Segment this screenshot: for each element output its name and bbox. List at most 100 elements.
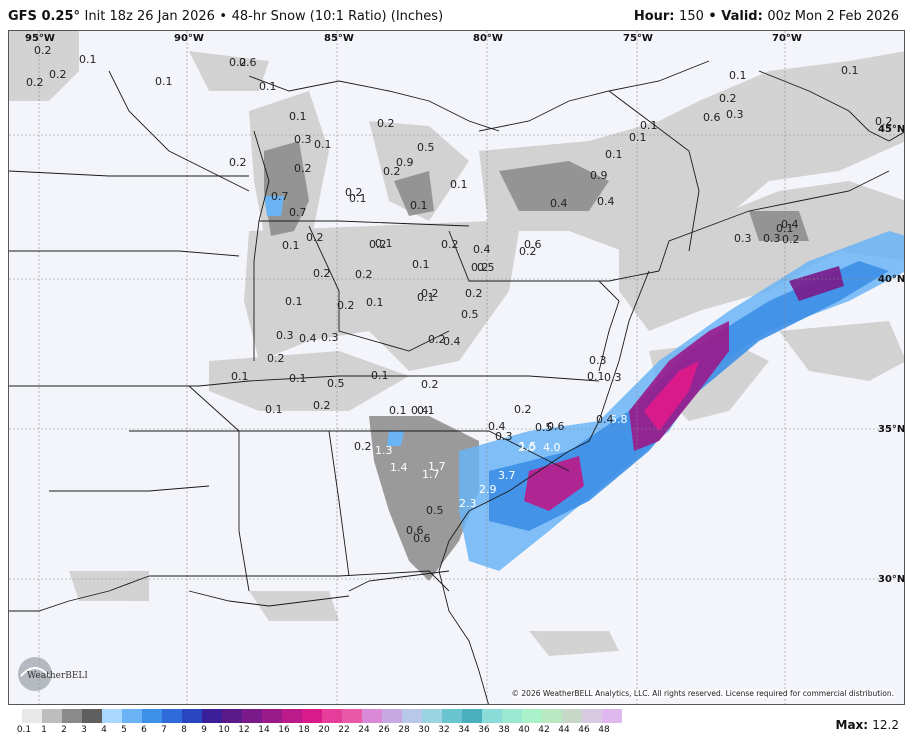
title-separator: • (219, 9, 228, 24)
snowfall-value-label: 0.9 (396, 156, 414, 169)
legend-swatch (102, 709, 122, 723)
map-canvas: 95°W 90°W 85°W 80°W 75°W 70°W 45°N 40°N … (9, 31, 905, 704)
snowfall-value-label: 0.6 (239, 56, 257, 69)
legend-swatch (342, 709, 362, 723)
max-value-box: Max: 12.2 (836, 718, 899, 732)
snowfall-value-label: 0.1 (79, 53, 97, 66)
legend-tick-label: 4 (101, 725, 107, 735)
snowfall-value-label: 1.4 (390, 461, 408, 474)
snowfall-value-label: 0.3 (726, 108, 744, 121)
legend-tick-label: 16 (278, 725, 290, 735)
max-label: Max: (835, 718, 869, 732)
snowfall-value-label: 0.2 (267, 352, 285, 365)
snowfall-value-label: 0.6 (406, 524, 424, 537)
legend-tick-label: 40 (518, 725, 530, 735)
snowfall-value-label: 0.7 (271, 190, 289, 203)
snowfall-value-label: 0.4 (443, 335, 461, 348)
snowfall-value-label: 0.6 (703, 111, 721, 124)
snowfall-value-label: 1.7 (428, 460, 446, 473)
legend-swatch (22, 709, 42, 723)
hour-label: Hour: (633, 9, 675, 24)
copyright-notice: © 2026 WeatherBELL Analytics, LLC. All r… (511, 689, 894, 698)
lat-label-40n: 40°N (878, 274, 905, 285)
snowfall-value-label: 0.1 (259, 80, 277, 93)
snowfall-value-label: 0.2 (355, 268, 373, 281)
legend-tick-label: 46 (578, 725, 590, 735)
snowfall-value-label: 0.7 (289, 206, 307, 219)
legend-swatch (242, 709, 262, 723)
snowfall-value-label: 0.5 (327, 377, 345, 390)
snowfall-value-label: 0.3 (604, 371, 622, 384)
snowfall-value-label: 0.5 (477, 261, 495, 274)
legend-swatch (522, 709, 542, 723)
legend-tick-label: 24 (358, 725, 370, 735)
legend-tick-label: 28 (398, 725, 410, 735)
snowfall-value-label: 0.6 (524, 238, 542, 251)
legend-swatch (262, 709, 282, 723)
snowfall-value-label: 0.1 (231, 370, 249, 383)
legend-swatch (282, 709, 302, 723)
snowfall-value-label: 0.1 (389, 404, 407, 417)
snowfall-value-label: 0.1 (282, 239, 300, 252)
snowfall-value-label: 0.2 (34, 44, 52, 57)
snowfall-value-label: 0.2 (875, 115, 893, 128)
legend-tick-label: 0.1 (16, 725, 32, 735)
snowfall-value-label: 0.2 (514, 403, 532, 416)
snowfall-value-label: 0.4 (597, 195, 615, 208)
legend-swatch (122, 709, 142, 723)
legend-tick-label: 14 (258, 725, 270, 735)
legend-swatch (462, 709, 482, 723)
legend-swatch (362, 709, 382, 723)
snow-shading-magenta (524, 266, 844, 511)
snowfall-value-label: 0.2 (719, 92, 737, 105)
legend-swatch (382, 709, 402, 723)
snowfall-value-label: 1.7 (422, 468, 440, 481)
snowfall-value-label: 0.1 (629, 131, 647, 144)
snowfall-value-label: 0.1 (289, 110, 307, 123)
legend-tick-label: 10 (218, 725, 230, 735)
legend-swatch (442, 709, 462, 723)
snowfall-value-label: 0.1 (776, 222, 794, 235)
init-time: Init 18z 26 Jan 2026 (84, 9, 215, 24)
map-title: GFS 0.25° Init 18z 26 Jan 2026 • 48-hr S… (8, 9, 443, 24)
legend-tick-label: 6 (141, 725, 147, 735)
snowfall-value-label: 3.7 (498, 469, 516, 482)
legend-tick-label: 12 (238, 725, 250, 735)
snowfall-value-label: 0.1 (314, 138, 332, 151)
legend-tick-label: 44 (558, 725, 570, 735)
snowfall-value-label: 0.3 (294, 133, 312, 146)
legend-swatch (162, 709, 182, 723)
snowfall-value-label: 1.3 (375, 444, 393, 457)
snowfall-value-label: 0.1 (605, 148, 623, 161)
valid-label: • Valid: (708, 9, 763, 24)
snowfall-value-label: 0.3 (763, 232, 781, 245)
snowfall-value-label: 0.5 (417, 141, 435, 154)
snowfall-value-label: 4.0 (543, 441, 561, 454)
lon-label-70w: 70°W (772, 33, 802, 44)
snowfall-value-label: 0.2 (313, 267, 331, 280)
color-legend: 0.1 1 2 3 4 5 6 7 8 9 10 12 14 16 18 20 22 24 26 28 30 32 34 36… (17, 709, 652, 739)
snowfall-value-label: 0.3 (276, 329, 294, 342)
snowfall-value-label: 0.4 (596, 413, 614, 426)
lon-label-80w: 80°W (473, 33, 503, 44)
snowfall-value-label: 0.1 (587, 370, 605, 383)
legend-swatch (202, 709, 222, 723)
title-bar: GFS 0.25° Init 18z 26 Jan 2026 • 48-hr S… (0, 0, 913, 30)
legend-tick-label: 18 (298, 725, 310, 735)
legend-swatch (322, 709, 342, 723)
snowfall-value-label: 0.2 (377, 117, 395, 130)
snowfall-value-label: 0.2 (345, 186, 363, 199)
legend-swatch (142, 709, 162, 723)
legend-tick-label: 3 (81, 725, 87, 735)
snowfall-value-label: 2.0 (518, 441, 536, 454)
snowfall-value-label: 0.2 (369, 238, 387, 251)
snowfall-value-label: 0.4 (473, 243, 491, 256)
legend-swatch (502, 709, 522, 723)
snowfall-value-label: 0.2 (465, 287, 483, 300)
snowfall-map: 95°W 90°W 85°W 80°W 75°W 70°W 45°N 40°N … (8, 30, 905, 705)
snowfall-value-label: 0.2 (519, 245, 537, 258)
snowfall-value-label: 0.2 (229, 56, 247, 69)
legend-tick-label: 22 (338, 725, 350, 735)
legend-tick-label: 8 (181, 725, 187, 735)
snowfall-value-label: 0.2 (428, 333, 446, 346)
